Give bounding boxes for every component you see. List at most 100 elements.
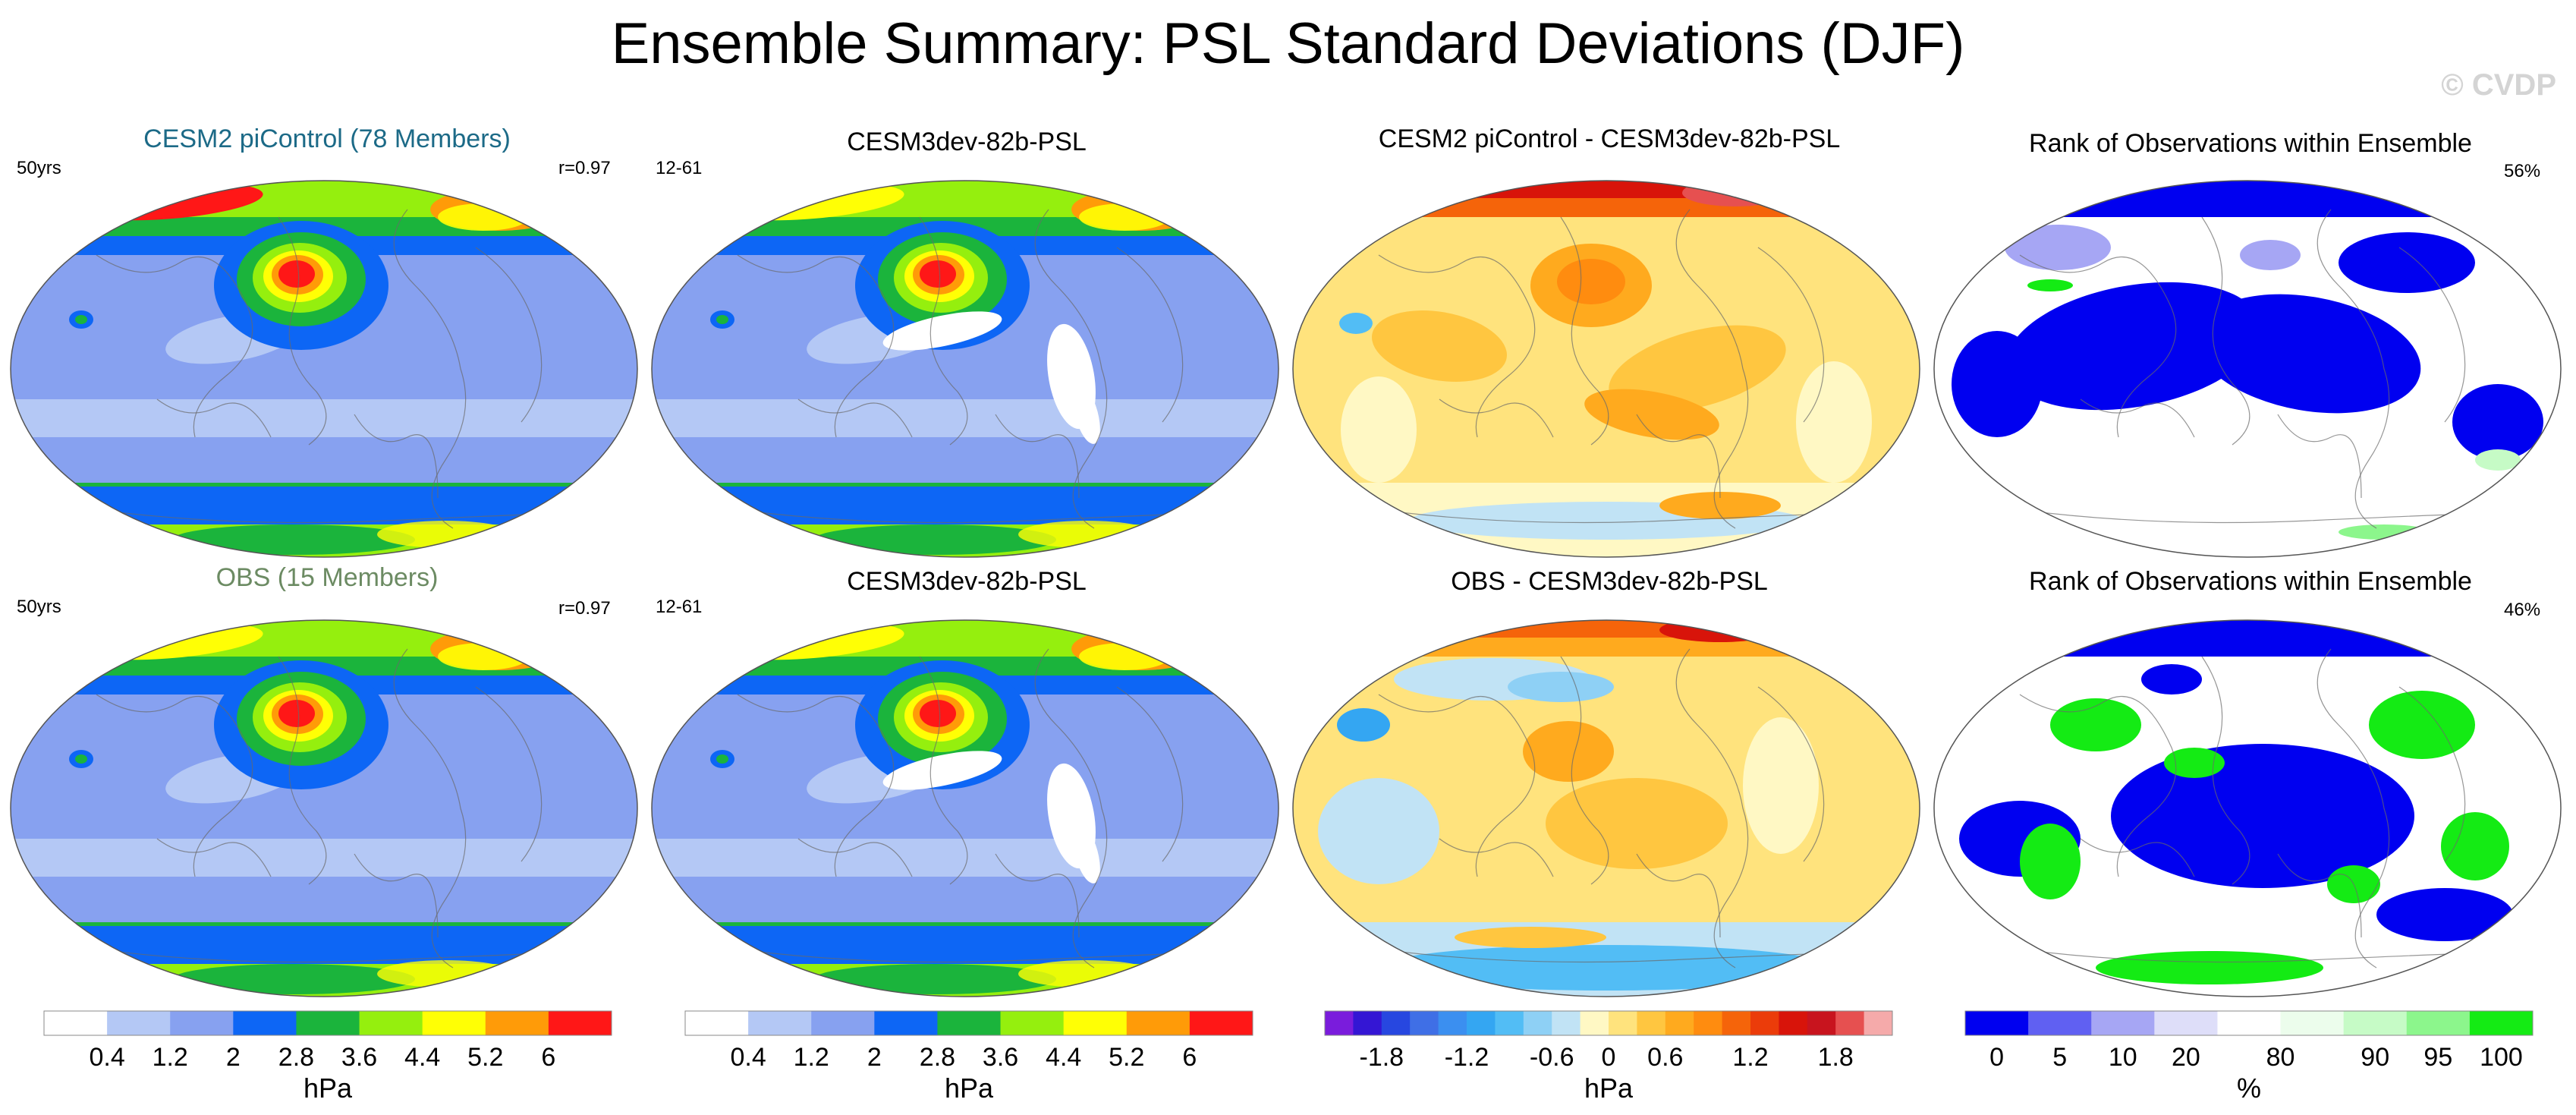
contour-region [438,203,529,231]
coastline [1116,686,1184,862]
map-border [1292,180,1920,558]
colorbar-tick-label: 2.8 [920,1043,955,1072]
contour-band [652,620,1279,657]
coastline [354,853,439,938]
left-label-r1c2: 12-61 [656,158,703,178]
contour-region [1523,721,1614,782]
coastline [2080,398,2195,438]
colorbar-swatch [1807,1011,1836,1035]
coastline [393,648,467,969]
colorbar-3: -1.8 -1.2 -0.6 0 0.6 1.2 1.8 hPa [1324,1010,1893,1104]
colorbar-swatch [170,1011,234,1035]
map-panel-r1c4 [1934,181,2561,557]
right-label-r1c4: 56% [2504,161,2541,181]
colorbar-tick-label: 2 [226,1043,241,1072]
colorbar-2: 0.4 1.2 2 2.8 3.6 4.4 5.2 6 hPa [684,1010,1253,1104]
contour-region [716,315,728,324]
coastline [2019,254,2177,438]
coastline [1675,209,1749,529]
coastline [1636,853,1721,938]
contour-region [1455,927,1606,948]
colorbar-tick-label: 80 [2266,1043,2295,1072]
colorbar-tick-label: 2 [867,1043,882,1072]
contour-region [1073,824,1100,883]
map-border [651,619,1279,997]
contour-region [1659,620,1781,642]
map-border [10,619,638,997]
colorbar-swatch [1495,1011,1524,1035]
contour-region [2005,225,2111,270]
colorbar-tick-label: 5 [2052,1043,2067,1072]
coastline [96,694,253,877]
coastline [1439,838,1554,877]
contour-band [1934,620,2561,657]
colorbar-frame [43,1010,612,1036]
map-panel-r2c3 [1293,620,1920,997]
coastline [1757,686,1825,862]
contour-region [278,260,315,288]
coastline [475,247,543,423]
coastline [156,838,272,877]
colorbar-tick-label: 0.4 [730,1043,766,1072]
contour-region [1379,945,1834,991]
page-title: Ensemble Summary: PSL Standard Deviation… [611,11,1965,76]
colorbar-swatch [485,1011,549,1035]
coastline [2398,247,2466,423]
contour-band [1293,620,1920,638]
colorbar-swatch [748,1011,812,1035]
contour-region [882,311,1002,351]
coastline [1636,414,1721,499]
colorbar-tick-label: -1.8 [1360,1043,1404,1072]
contour-region [716,754,728,764]
contour-band [11,926,637,964]
coastline [278,656,327,885]
colorbar-swatch [811,1011,875,1035]
panel-title-r2c1: OBS (15 Members) [215,563,439,592]
contour-region [1372,310,1507,382]
colorbar-tick-label: 100 [2480,1043,2523,1072]
contour-band [11,181,637,217]
coastline [995,414,1080,499]
coastline [1034,648,1108,969]
contour-region [2376,888,2513,941]
colorbar-tick-label: 1.8 [1818,1043,1854,1072]
colorbar-tick-label: 20 [2172,1043,2200,1072]
panel-title-r1c3: CESM2 piControl - CESM3dev-82b-PSL [1378,124,1841,153]
colorbar-swatch [1609,1011,1637,1035]
colorbar-1: 0.4 1.2 2 2.8 3.6 4.4 5.2 6 hPa [43,1010,612,1104]
right-label-r2c1: r=0.97 [558,598,611,619]
colorbar-swatch [1552,1011,1581,1035]
colorbar-swatch [937,1011,1002,1035]
colorbar-tick-label: 95 [2423,1043,2452,1072]
panel-title-r2c3: OBS - CESM3dev-82b-PSL [1451,567,1768,596]
colorbar-4: 0 5 10 20 80 90 95 100% [1964,1010,2534,1104]
contour-region [438,643,529,670]
left-label-r2c2: 12-61 [656,597,703,617]
colorbar-swatch [2217,1011,2282,1035]
panel-title-r2c4: Rank of Observations within Ensemble [2029,567,2472,596]
panel-title-r1c2: CESM3dev-82b-PSL [847,128,1087,156]
colorbar-tick-label: 5.2 [467,1043,503,1072]
colorbar-swatch [685,1011,749,1035]
colorbar-swatch [1779,1011,1808,1035]
colorbar-tick-label: 1.2 [1732,1043,1768,1072]
map-border [1933,619,2562,997]
colorbar-tick-label: 0.4 [89,1043,124,1072]
map-panel-r2c2 [652,620,1279,997]
colorbar-tick-label: 2.8 [278,1043,314,1072]
contour-band [1293,181,1920,198]
contour-region [920,260,956,288]
coastline [919,656,968,885]
contour-region [75,754,87,764]
contour-region [1508,672,1614,702]
contour-region [2339,524,2430,540]
contour-region [2006,282,2261,411]
map-panel-r2c4 [1934,620,2561,997]
coastline [278,216,327,446]
colorbar-swatch [1637,1011,1666,1035]
colorbar-swatch [44,1011,108,1035]
coastline [1675,648,1749,969]
contour-region [278,700,315,727]
coastline [1560,216,1609,446]
contour-region [75,315,87,324]
